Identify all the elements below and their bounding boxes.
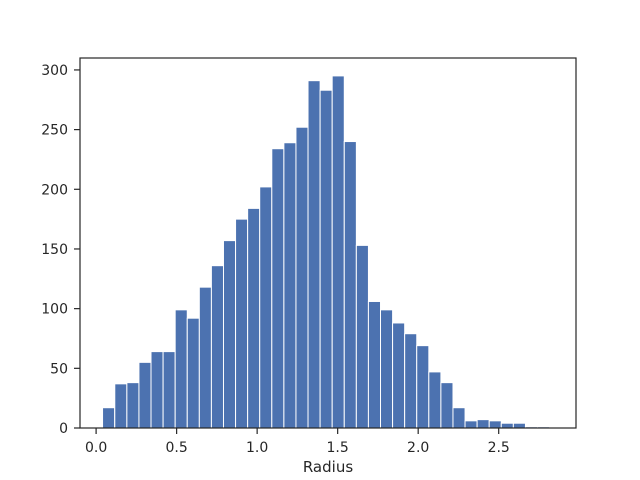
x-tick-label: 2.0 <box>407 440 429 456</box>
x-tick-label: 1.0 <box>246 440 268 456</box>
histogram-bar <box>150 351 164 429</box>
histogram-bar <box>319 89 333 429</box>
histogram-bar <box>210 265 225 429</box>
histogram-bar <box>440 382 454 429</box>
histogram-bar <box>379 309 394 429</box>
histogram-bar <box>186 317 200 429</box>
histogram-bar <box>355 244 369 429</box>
plot-frame <box>79 57 577 429</box>
histogram-bar <box>283 142 297 429</box>
histogram-bar <box>138 361 152 429</box>
histogram-bar <box>343 141 357 429</box>
histogram-bar <box>126 382 140 429</box>
histogram-bar <box>331 75 345 429</box>
x-tick-label: 0.5 <box>165 440 187 456</box>
histogram-bar <box>512 422 526 429</box>
y-tick-label: 100 <box>41 302 68 318</box>
histogram-bar <box>404 333 418 429</box>
histogram-bar <box>174 309 188 429</box>
y-tick-label: 300 <box>41 63 68 79</box>
histogram-bar <box>367 300 382 429</box>
histogram-bar <box>295 126 309 429</box>
histogram-bar <box>102 407 116 429</box>
x-axis: 0.0 0.5 1.0 1.5 2.0 2.5 <box>85 428 510 456</box>
bars-layer <box>102 75 551 429</box>
histogram-bar <box>271 148 285 429</box>
histogram-bar <box>247 207 261 429</box>
histogram-bar <box>476 419 490 429</box>
y-tick-label: 250 <box>41 123 68 139</box>
y-tick-label: 50 <box>50 361 68 377</box>
x-axis-label: Radius <box>303 458 353 476</box>
x-tick-label: 2.5 <box>488 440 510 456</box>
y-tick-label: 150 <box>41 242 68 258</box>
histogram-bar <box>162 351 176 429</box>
histogram-bar <box>464 420 478 429</box>
histogram-bar <box>307 80 321 429</box>
y-tick-label: 0 <box>59 421 68 437</box>
histogram-bar <box>488 420 502 429</box>
histogram-bar <box>259 186 273 429</box>
histogram-bar <box>416 345 430 429</box>
histogram-bar <box>198 286 212 429</box>
histogram-bar <box>392 322 406 429</box>
histogram-bar <box>428 371 442 429</box>
histogram-bar <box>500 422 514 429</box>
histogram-bar <box>114 383 128 429</box>
histogram-bar <box>452 407 466 429</box>
x-tick-label: 0.0 <box>85 440 107 456</box>
y-axis: 0 50 100 150 200 250 300 <box>41 63 80 437</box>
histogram-bar <box>235 218 249 429</box>
y-tick-label: 200 <box>41 182 68 198</box>
x-tick-label: 1.5 <box>327 440 349 456</box>
histogram-bar <box>222 240 237 429</box>
